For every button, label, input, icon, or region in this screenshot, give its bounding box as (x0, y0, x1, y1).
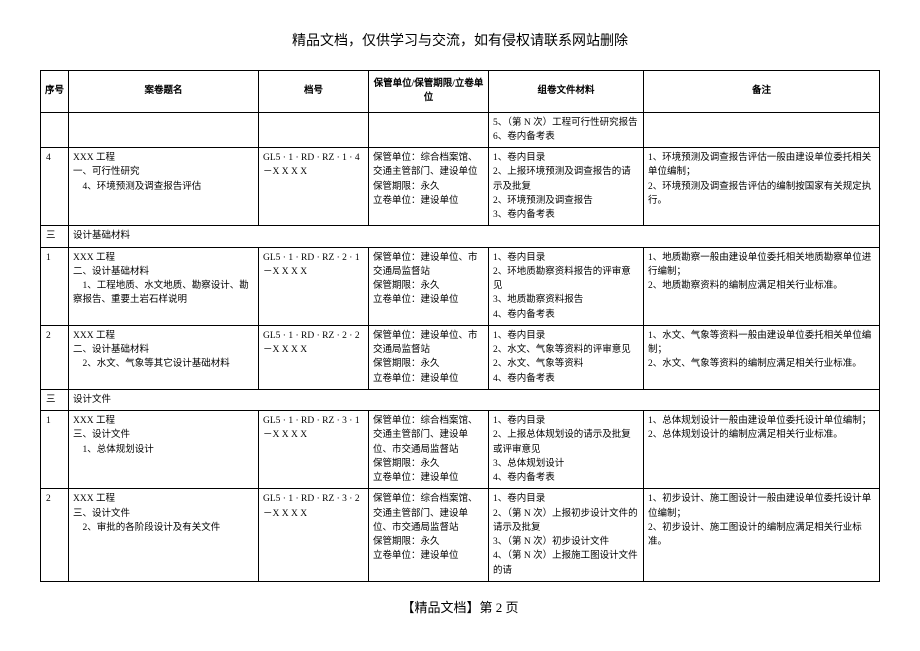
col-header-unit: 保管单位/保管期限/立卷单位 (369, 71, 489, 113)
table-row: 1XXX 工程三、设计文件 1、总体规划设计GL5 · 1 · RD · RZ … (41, 411, 880, 489)
cell-remark: 1、地质勘察一般由建设单位委托相关地质勘察单位进行编制；2、地质勘察资料的编制应… (644, 247, 880, 325)
cell-unit (369, 112, 489, 148)
cell-seq (41, 112, 69, 148)
cell-name: XXX 工程一、可行性研究 4、环境预测及调查报告评估 (69, 148, 259, 226)
table-row: 三设计文件 (41, 389, 880, 410)
cell-unit: 保管单位：建设单位、市交通局监督站保管期限：永久立卷单位：建设单位 (369, 325, 489, 389)
cell-docno (259, 112, 369, 148)
cell-docno: GL5 · 1 · RD · RZ · 3 · 2－X X X X (259, 489, 369, 582)
table-row: 5、（第 N 次）工程可行性研究报告6、卷内备考表 (41, 112, 880, 148)
cell-files: 5、（第 N 次）工程可行性研究报告6、卷内备考表 (489, 112, 644, 148)
cell-files: 1、卷内目录2、环地质勘察资料报告的评审意见3、地质勘察资料报告4、卷内备考表 (489, 247, 644, 325)
cell-name: XXX 工程二、设计基础材料 1、工程地质、水文地质、勘察设计、勘察报告、重要土… (69, 247, 259, 325)
cell-remark: 1、总体规划设计一般由建设单位委托设计单位编制；2、总体规划设计的编制应满足相关… (644, 411, 880, 489)
page-header: 精品文档，仅供学习与交流，如有侵权请联系网站删除 (40, 30, 880, 50)
cell-seq: 1 (41, 247, 69, 325)
cell-unit: 保管单位：综合档案馆、交通主管部门、建设单位、市交通局监督站保管期限：永久立卷单… (369, 411, 489, 489)
col-header-remark: 备注 (644, 71, 880, 113)
cell-seq: 2 (41, 489, 69, 582)
col-header-seq: 序号 (41, 71, 69, 113)
col-header-docno: 档号 (259, 71, 369, 113)
cell-unit: 保管单位：综合档案馆、交通主管部门、建设单位、市交通局监督站保管期限：永久立卷单… (369, 489, 489, 582)
cell-files: 1、卷内目录2、水文、气象等资料的评审意见2、水文、气象等资料4、卷内备考表 (489, 325, 644, 389)
cell-remark: 1、水文、气象等资料一般由建设单位委托相关单位编制；2、水文、气象等资料的编制应… (644, 325, 880, 389)
cell-section-name: 设计基础材料 (69, 226, 880, 247)
col-header-name: 案卷题名 (69, 71, 259, 113)
page-footer: 【精品文档】第 2 页 (40, 597, 880, 616)
cell-files: 1、卷内目录2、（第 N 次）上报初步设计文件的请示及批复3、（第 N 次）初步… (489, 489, 644, 582)
cell-seq: 三 (41, 226, 69, 247)
table-header-row: 序号 案卷题名 档号 保管单位/保管期限/立卷单位 组卷文件材料 备注 (41, 71, 880, 113)
table-row: 4XXX 工程一、可行性研究 4、环境预测及调查报告评估GL5 · 1 · RD… (41, 148, 880, 226)
cell-docno: GL5 · 1 · RD · RZ · 2 · 2－X X X X (259, 325, 369, 389)
table-row: 1XXX 工程二、设计基础材料 1、工程地质、水文地质、勘察设计、勘察报告、重要… (41, 247, 880, 325)
col-header-files: 组卷文件材料 (489, 71, 644, 113)
table-row: 2XXX 工程三、设计文件 2、审批的各阶段设计及有关文件GL5 · 1 · R… (41, 489, 880, 582)
table-row: 三设计基础材料 (41, 226, 880, 247)
cell-remark (644, 112, 880, 148)
cell-remark: 1、初步设计、施工图设计一般由建设单位委托设计单位编制；2、初步设计、施工图设计… (644, 489, 880, 582)
cell-files: 1、卷内目录2、上报环境预测及调查报告的请示及批复2、环境预测及调查报告3、卷内… (489, 148, 644, 226)
cell-name: XXX 工程二、设计基础材料 2、水文、气象等其它设计基础材料 (69, 325, 259, 389)
cell-name: XXX 工程三、设计文件 2、审批的各阶段设计及有关文件 (69, 489, 259, 582)
cell-seq: 4 (41, 148, 69, 226)
cell-remark: 1、环境预测及调查报告评估一般由建设单位委托相关单位编制；2、环境预测及调查报告… (644, 148, 880, 226)
table-body: 5、（第 N 次）工程可行性研究报告6、卷内备考表4XXX 工程一、可行性研究 … (41, 112, 880, 581)
cell-seq: 三 (41, 389, 69, 410)
cell-docno: GL5 · 1 · RD · RZ · 3 · 1－X X X X (259, 411, 369, 489)
cell-unit: 保管单位：综合档案馆、交通主管部门、建设单位保管期限：永久立卷单位：建设单位 (369, 148, 489, 226)
cell-name (69, 112, 259, 148)
cell-section-name: 设计文件 (69, 389, 880, 410)
cell-docno: GL5 · 1 · RD · RZ · 1 · 4－X X X X (259, 148, 369, 226)
cell-unit: 保管单位：建设单位、市交通局监督站保管期限：永久立卷单位：建设单位 (369, 247, 489, 325)
cell-name: XXX 工程三、设计文件 1、总体规划设计 (69, 411, 259, 489)
table-row: 2XXX 工程二、设计基础材料 2、水文、气象等其它设计基础材料GL5 · 1 … (41, 325, 880, 389)
document-table: 序号 案卷题名 档号 保管单位/保管期限/立卷单位 组卷文件材料 备注 5、（第… (40, 70, 880, 582)
cell-docno: GL5 · 1 · RD · RZ · 2 · 1－X X X X (259, 247, 369, 325)
cell-seq: 2 (41, 325, 69, 389)
cell-files: 1、卷内目录2、上报总体规划设的请示及批复或评审意见3、总体规划设计4、卷内备考… (489, 411, 644, 489)
cell-seq: 1 (41, 411, 69, 489)
